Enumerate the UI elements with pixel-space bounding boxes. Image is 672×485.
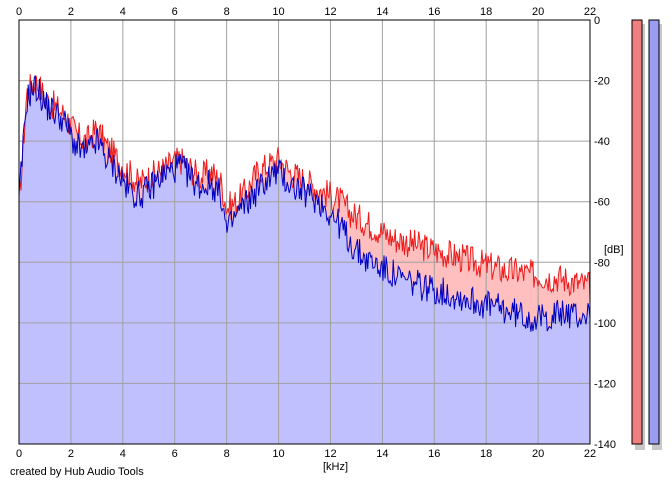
- x-tick-label-top: 18: [480, 6, 492, 18]
- y-tick-label: -20: [594, 76, 610, 88]
- x-tick-label-top: 8: [224, 6, 230, 18]
- x-tick-label-top: 16: [428, 6, 440, 18]
- series-line-blue: [18, 75, 591, 332]
- x-tick-label-top: 10: [272, 6, 284, 18]
- y-tick-labels: 0 -20 -40 -60 -80 -100 -120 -140: [594, 15, 616, 451]
- x-tick-label-bottom: 18: [480, 448, 492, 460]
- x-tick-label-top: 2: [68, 6, 74, 18]
- x-tick-label-bottom: 6: [172, 448, 178, 460]
- x-axis-label: [kHz]: [323, 461, 348, 473]
- y-tick-label: -120: [594, 378, 616, 390]
- x-tick-label-bottom: 22: [584, 448, 596, 460]
- x-tick-label-bottom: 16: [428, 448, 440, 460]
- x-tick-label-bottom: 4: [120, 448, 126, 460]
- x-tick-label-top: 22: [584, 6, 596, 18]
- y-tick-label: -60: [594, 197, 610, 209]
- series-lines: [18, 74, 591, 332]
- x-tick-label-bottom: 8: [224, 448, 230, 460]
- x-tick-label-top: 20: [532, 6, 544, 18]
- x-tick-label-top: 12: [324, 6, 336, 18]
- y-tick-label: 0: [594, 15, 600, 27]
- level-meters: [631, 19, 662, 450]
- x-tick-label-bottom: 20: [532, 448, 544, 460]
- x-tick-label-bottom: 10: [272, 448, 284, 460]
- x-tick-label-top: 4: [120, 6, 126, 18]
- x-tick-label-bottom: 14: [376, 448, 388, 460]
- x-tick-label-bottom: 2: [68, 448, 74, 460]
- x-tick-label-top: 14: [376, 6, 388, 18]
- y-tick-label: -40: [594, 136, 610, 148]
- y-tick-label: -140: [594, 439, 616, 451]
- plot-frame: [18, 19, 591, 445]
- meter-red: [631, 19, 643, 445]
- footer-credit: created by Hub Audio Tools: [10, 466, 144, 478]
- x-tick-label-bottom: 12: [324, 448, 336, 460]
- y-tick-label: -100: [594, 318, 616, 330]
- x-tick-label-bottom: 0: [16, 448, 22, 460]
- y-axis-label: [dB]: [604, 244, 624, 256]
- y-tick-label: -80: [594, 257, 610, 269]
- meter-blue: [648, 19, 660, 445]
- x-tick-label-top: 6: [172, 6, 178, 18]
- x-tick-label-top: 0: [16, 6, 22, 18]
